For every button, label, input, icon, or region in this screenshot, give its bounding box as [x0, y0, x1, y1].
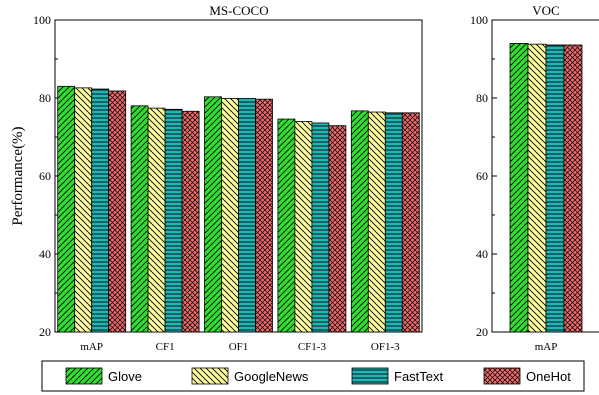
voc-ytick-label: 20 [476, 325, 488, 339]
coco-bar-glove-cf1-3 [277, 118, 296, 333]
legend-label-googlenews: GoogleNews [234, 369, 309, 384]
coco-xtick-label: mAP [80, 341, 103, 353]
coco-xtick-label: OF1 [229, 341, 249, 353]
coco-panel: MS-COCO Performance(%) 20 40 60 80 100 mAP CF… [10, 3, 423, 353]
coco-bar-fasttext-of1 [238, 97, 256, 333]
voc-xtick-label: mAP [535, 341, 558, 353]
voc-bar-fasttext-map [545, 44, 565, 333]
voc-panel: VOC 20 40 60 80 100 mAP [470, 3, 599, 353]
legend-swatch-glove [65, 367, 103, 385]
voc-bar-googlenews-map [527, 43, 547, 333]
coco-ytick-label: 100 [33, 13, 51, 27]
coco-bars [57, 85, 420, 333]
voc-bars [509, 43, 583, 333]
coco-bar-glove-of1 [204, 96, 222, 333]
coco-bar-onehot-of1 [255, 98, 273, 333]
coco-bar-googlenews-map [74, 87, 93, 333]
voc-bar-glove-map [509, 43, 529, 333]
coco-xtick-label: CF1 [156, 341, 175, 353]
coco-x-axis: mAP CF1 OF1 CF1-3 OF1-3 [80, 328, 400, 353]
coco-bar-googlenews-of1-3 [367, 111, 386, 333]
coco-xtick-label: OF1-3 [371, 341, 400, 353]
coco-y-axis: 20 40 60 80 100 [33, 13, 60, 339]
voc-y-axis: 20 40 60 80 100 [470, 13, 497, 339]
coco-bar-onehot-cf1 [181, 110, 200, 333]
voc-ytick-label: 60 [476, 169, 488, 183]
coco-ytick-label: 20 [39, 325, 51, 339]
coco-bar-fasttext-cf1 [164, 108, 183, 333]
voc-ytick-label: 100 [470, 13, 488, 27]
coco-ytick-label: 60 [39, 169, 51, 183]
legend-swatch-onehot [483, 367, 521, 385]
coco-bar-googlenews-cf1 [147, 107, 166, 333]
voc-ytick-label: 80 [476, 91, 488, 105]
coco-bar-onehot-cf1-3 [328, 125, 347, 333]
coco-bar-fasttext-map [91, 88, 110, 333]
voc-bar-onehot-map [563, 44, 583, 333]
voc-title: VOC [532, 3, 559, 18]
y-axis-label: Performance(%) [10, 126, 26, 225]
coco-bar-glove-cf1 [130, 105, 149, 333]
legend: Glove GoogleNews FastText OneHot [41, 360, 585, 392]
coco-bar-googlenews-of1 [221, 97, 239, 333]
legend-label-onehot: OneHot [526, 369, 571, 384]
coco-bar-onehot-map [108, 90, 127, 333]
voc-x-axis: mAP [535, 328, 558, 353]
coco-title: MS-COCO [209, 3, 268, 18]
legend-swatch-fasttext [351, 367, 389, 385]
legend-label-glove: Glove [108, 369, 142, 384]
coco-xtick-label: CF1-3 [298, 341, 327, 353]
coco-bar-fasttext-cf1-3 [311, 122, 330, 333]
coco-bar-glove-map [57, 85, 76, 333]
coco-bar-onehot-of1-3 [401, 112, 420, 333]
coco-ytick-label: 40 [39, 247, 51, 261]
coco-bar-fasttext-of1-3 [384, 112, 403, 333]
legend-swatch-googlenews [191, 367, 229, 385]
legend-label-fasttext: FastText [394, 369, 444, 384]
coco-bar-googlenews-cf1-3 [294, 121, 313, 333]
coco-ytick-label: 80 [39, 91, 51, 105]
coco-bar-glove-of1-3 [350, 110, 369, 333]
voc-ytick-label: 40 [476, 247, 488, 261]
